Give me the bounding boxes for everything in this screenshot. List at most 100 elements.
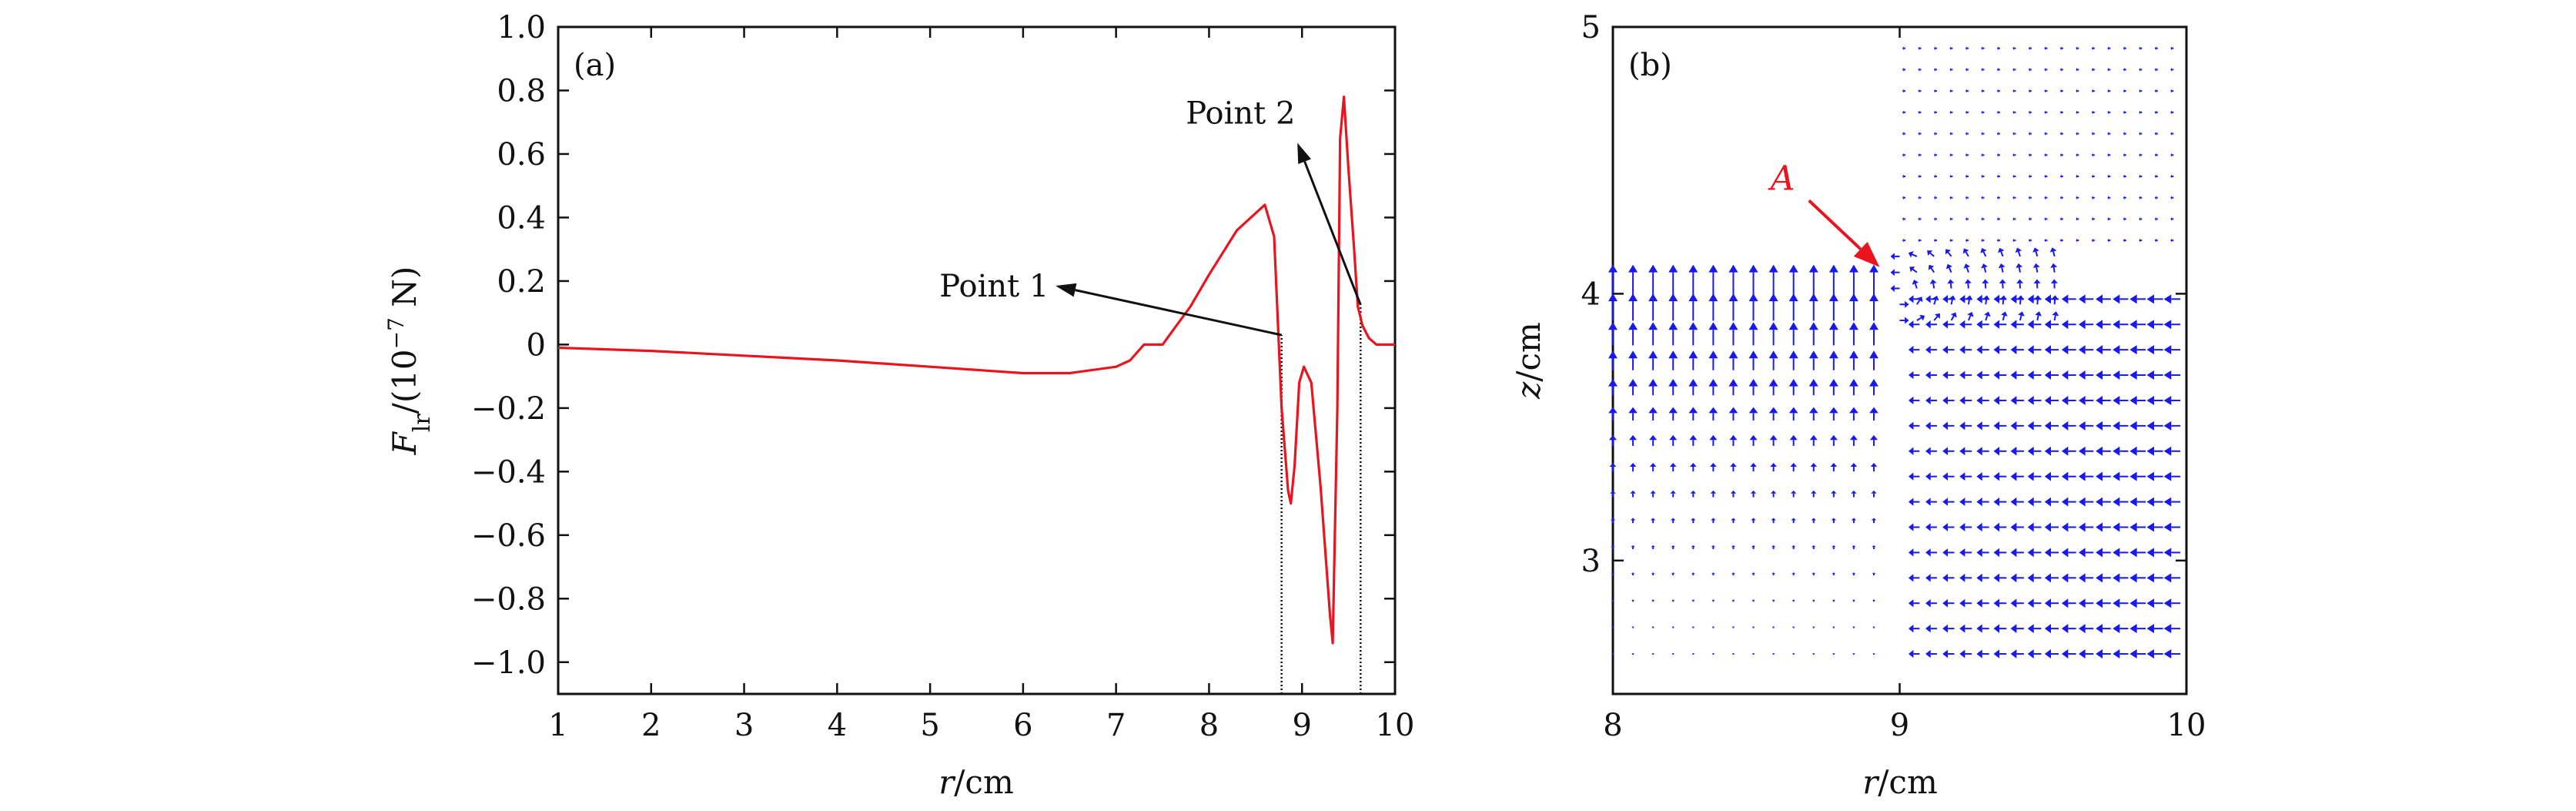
vector-arrow — [2061, 624, 2076, 634]
vector-arrow — [1902, 132, 1905, 136]
vector-arrow — [2032, 247, 2039, 257]
vector-arrow — [1771, 518, 1776, 524]
vector-arrow — [2076, 238, 2079, 243]
vector-arrow — [2129, 522, 2146, 532]
vector-arrow — [1788, 350, 1798, 370]
vector-arrow — [1770, 462, 1777, 472]
vector-arrow — [2096, 649, 2111, 659]
vector-arrow — [1908, 574, 1920, 582]
vector-arrow — [2139, 216, 2143, 221]
vector-arrow — [1629, 434, 1638, 446]
panel-a-vertical-markers — [1280, 304, 1362, 694]
vector-arrow — [1608, 293, 1618, 321]
vector-arrow — [2154, 174, 2158, 179]
vector-arrow — [1981, 174, 1985, 179]
vector-arrow — [1608, 350, 1618, 370]
x-tick-label: 7 — [1106, 708, 1126, 743]
vector-arrow — [1788, 264, 1798, 297]
vector-arrow — [1649, 434, 1658, 446]
vector-arrow — [2044, 598, 2059, 608]
vector-arrow — [1728, 379, 1738, 396]
vector-arrow — [2139, 174, 2143, 179]
vector-arrow — [1771, 572, 1776, 575]
vector-arrow — [1942, 396, 1955, 405]
vector-arrow — [2163, 320, 2181, 330]
vector-arrow — [2096, 320, 2111, 330]
vector-arrow — [2028, 132, 2032, 136]
vector-arrow — [1848, 264, 1858, 297]
vector-arrow — [2010, 370, 2024, 380]
vector-arrow — [1959, 370, 1972, 380]
vector-arrow — [1748, 293, 1758, 321]
vector-arrow — [1942, 320, 1955, 329]
vector-arrow — [1933, 313, 1940, 321]
vector-arrow — [2123, 132, 2126, 136]
x-tick-label: 5 — [920, 708, 939, 743]
vector-arrow — [1708, 322, 1718, 346]
vector-arrow — [2027, 624, 2042, 634]
vector-arrow — [1771, 599, 1775, 602]
vector-arrow — [1668, 407, 1678, 421]
vector-arrow — [1832, 599, 1836, 602]
vector-arrow — [1942, 498, 1955, 506]
vector-arrow — [1902, 152, 1905, 157]
vector-arrow — [2012, 174, 2016, 179]
vector-arrow — [2139, 89, 2143, 93]
vector-arrow — [1691, 518, 1696, 524]
vector-arrow — [1976, 548, 1989, 557]
vector-arrow — [1730, 462, 1737, 472]
vector-arrow — [1788, 407, 1798, 421]
annotation-arrow — [1808, 199, 1880, 267]
vector-arrow — [2010, 421, 2024, 431]
vector-arrow — [2028, 67, 2032, 72]
vector-arrow — [2163, 370, 2181, 380]
vector-arrow — [1649, 462, 1657, 472]
vector-arrow — [1925, 599, 1937, 608]
vector-arrow — [2096, 598, 2111, 608]
vector-arrow — [2170, 46, 2174, 51]
vector-arrow — [1996, 196, 2000, 200]
vector-arrow — [1925, 370, 1937, 380]
vector-arrow — [1933, 89, 1937, 93]
vector-arrow — [1976, 421, 1989, 431]
vector-arrow — [1708, 264, 1718, 297]
y-tick-label: 1.0 — [497, 10, 546, 45]
vector-arrow — [2012, 46, 2016, 51]
vector-arrow — [2061, 471, 2076, 481]
vector-arrow — [1812, 626, 1815, 628]
vector-arrow — [2061, 395, 2076, 405]
vector-arrow — [2107, 152, 2111, 157]
vector-arrow — [1711, 518, 1716, 524]
vector-arrow — [1918, 238, 1922, 243]
vector-arrow — [1965, 110, 1969, 115]
vector-arrow — [2015, 247, 2022, 257]
vector-arrow — [1942, 523, 1955, 531]
vector-arrow — [1808, 264, 1818, 297]
vector-arrow — [1748, 379, 1758, 396]
vector-arrow — [2170, 132, 2174, 136]
vector-arrow — [1711, 653, 1715, 655]
vector-arrow — [2146, 649, 2163, 659]
vector-arrow — [2044, 522, 2059, 532]
vector-arrow — [2146, 624, 2163, 634]
vector-arrow — [1928, 264, 1935, 273]
vector-arrow — [1850, 462, 1858, 472]
panel-b-y-axis-title: z/cm — [1510, 322, 1547, 400]
vector-arrow — [2032, 263, 2040, 273]
vector-arrow — [1768, 379, 1778, 396]
vector-arrow — [1770, 490, 1777, 498]
vector-arrow — [2170, 152, 2174, 157]
vector-arrow — [1942, 345, 1955, 354]
vector-arrow — [2154, 110, 2158, 115]
vector-arrow — [1927, 250, 1935, 257]
vector-arrow — [1976, 598, 1989, 608]
vector-arrow — [1691, 572, 1695, 575]
vector-arrow — [1996, 132, 2000, 136]
vector-arrow — [2091, 67, 2095, 72]
vector-arrow — [2163, 294, 2181, 304]
vector-arrow — [2061, 497, 2076, 507]
vector-arrow — [2170, 238, 2174, 243]
y-tick-label: 0.4 — [497, 200, 546, 236]
panel-a-label: (a) — [574, 48, 616, 83]
vector-arrow — [2012, 89, 2016, 93]
